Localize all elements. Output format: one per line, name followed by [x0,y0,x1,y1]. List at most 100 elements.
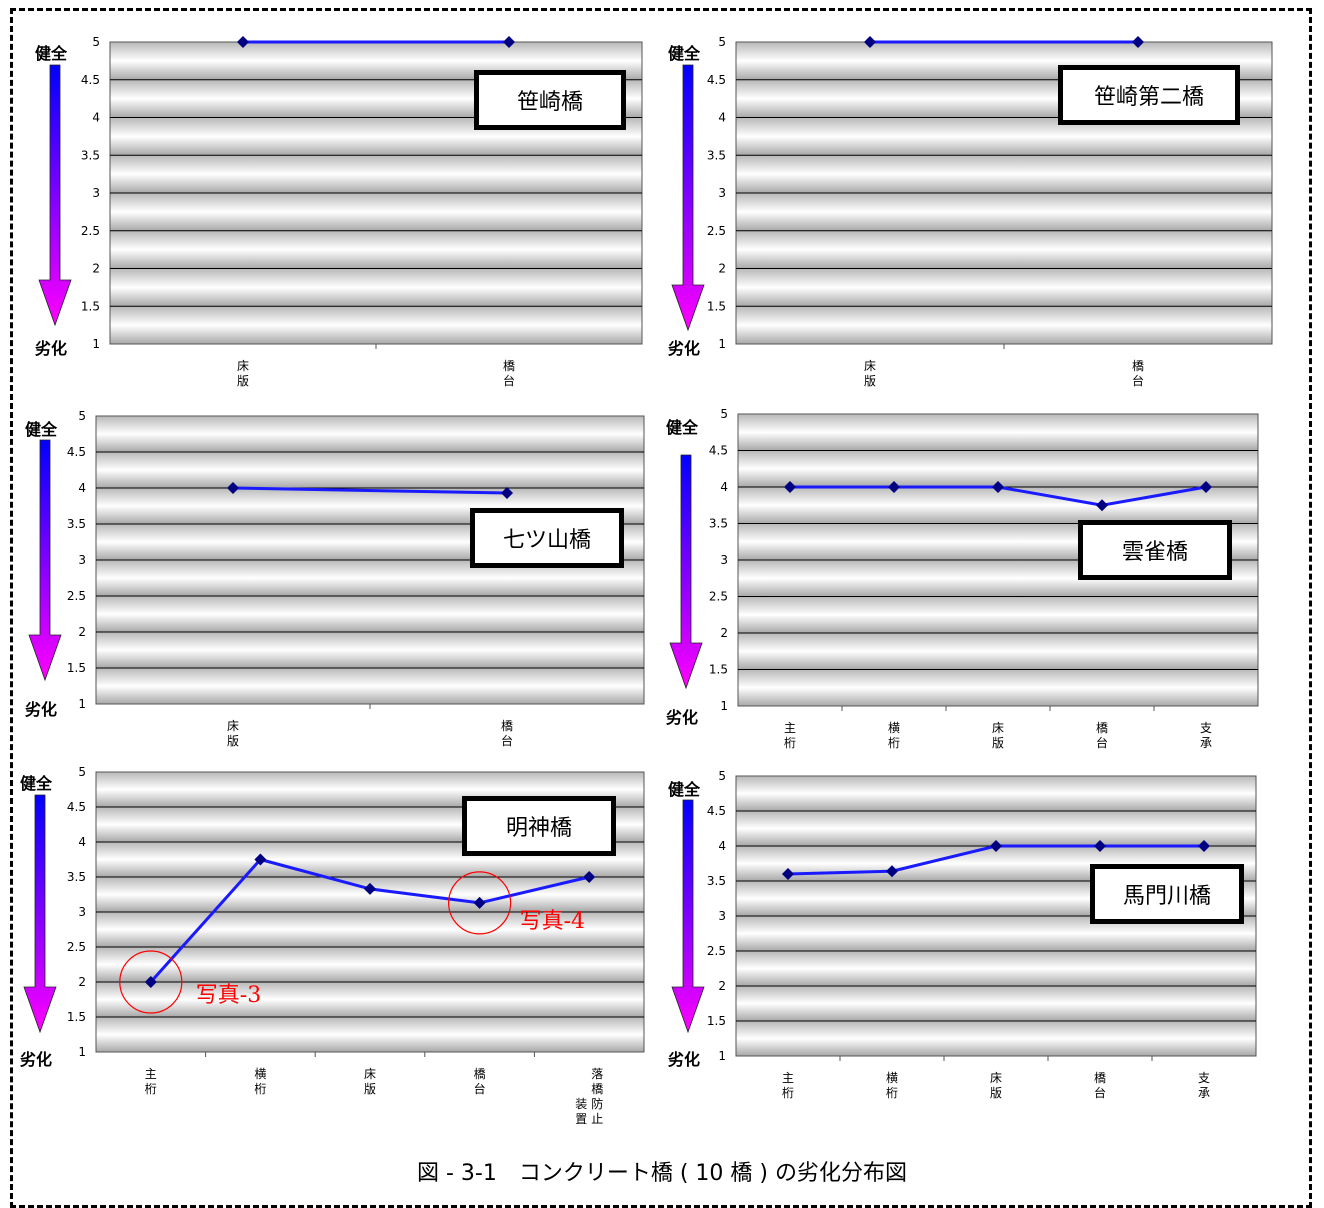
y-tick-label: 1.5 [707,1014,726,1028]
x-category-label: 橋 [1096,721,1108,735]
x-category-label: 支 [1198,1071,1210,1085]
y-tick-label: 5 [92,35,100,49]
x-category-label: 床 [864,359,876,373]
healthy-label: 健全 [20,774,53,793]
photo-annotation: 写真-3 [196,983,261,1008]
x-category-label: 桁 [254,1082,266,1096]
plot-band [738,669,1258,706]
plot-band [736,155,1272,193]
degradation-arrow-icon [28,439,62,682]
x-category-label: 橋 [591,1082,603,1096]
plot-band [96,416,644,452]
x-category-label: 版 [364,1082,376,1096]
y-tick-label: 2.5 [81,224,100,238]
data-point-marker [503,36,515,48]
plot-band [96,982,644,1017]
x-category-label: 横 [254,1067,266,1081]
photo-annotation: 写真-4 [520,909,585,934]
y-tick-label: 1 [78,697,86,711]
x-category-label: 橋 [501,719,513,733]
x-category-label: 止 [591,1112,603,1126]
plot-band [110,230,642,269]
x-category-label: 橋 [1094,1071,1106,1085]
degradation-arrow-icon [671,64,705,332]
y-tick-label: 2.5 [67,589,86,603]
plot-band [736,306,1272,344]
y-tick-label: 2 [78,975,86,989]
y-tick-label: 5 [78,409,86,423]
x-category-label: 承 [1200,736,1212,750]
x-category-label: 主 [784,721,796,735]
x-category-label: 台 [1096,735,1108,750]
data-point-marker [473,896,486,909]
y-tick-label: 3.5 [707,874,726,888]
y-tick-label: 1.5 [81,299,100,313]
plot-band [110,268,642,307]
x-category-label: 床 [237,359,249,373]
healthy-label: 健全 [25,420,58,439]
y-tick-label: 1 [78,1045,86,1059]
plot-band [96,452,644,488]
data-point-marker [1094,840,1106,852]
bridge-name-box: 明神橋 [462,796,616,856]
y-tick-label: 4 [718,839,726,853]
x-category-label: 桁 [888,736,900,750]
x-category-label: 版 [990,1086,1002,1100]
y-tick-label: 3.5 [707,148,726,162]
x-category-label: 橋 [1132,359,1144,373]
y-tick-label: 4.5 [81,73,100,87]
degradation-arrow-icon [669,454,703,690]
plot-band [96,1017,644,1052]
y-tick-label: 3.5 [67,870,86,884]
x-category-label: 床 [992,721,1004,735]
x-category-label: 橋 [503,359,515,373]
figure-caption: 図 - 3-1 コンクリート橋 ( 10 橋 ) の劣化分布図 [417,1161,907,1186]
degradation-arrow-icon [23,794,57,1034]
plot-band [96,632,644,668]
data-point-marker [254,853,267,866]
y-tick-label: 2 [718,979,726,993]
y-tick-label: 2.5 [709,590,728,604]
data-point-marker [990,840,1002,852]
y-tick-label: 4.5 [709,444,728,458]
x-category-label: 装 [575,1097,587,1111]
y-tick-label: 5 [718,35,726,49]
degradation-arrow-icon [671,799,705,1034]
data-point-marker [583,871,596,883]
y-tick-label: 3 [92,186,100,200]
data-point-marker [237,36,249,48]
y-tick-label: 1.5 [67,661,86,675]
y-tick-label: 4 [92,111,100,125]
data-point-marker [501,487,513,500]
x-category-label: 版 [992,736,1004,750]
healthy-label: 健全 [668,44,701,63]
degraded-label: 劣化 [668,1050,701,1069]
x-category-label: 桁 [784,736,796,750]
data-point-marker [1200,481,1212,493]
y-tick-label: 1 [92,337,100,351]
y-tick-label: 3 [718,909,726,923]
degraded-label: 劣化 [666,708,699,727]
y-tick-label: 3.5 [67,517,86,531]
data-point-marker [1096,499,1108,512]
plot-band [738,414,1258,451]
y-tick-label: 4.5 [707,73,726,87]
bridge-name-box: 笹崎第二橋 [1058,65,1240,125]
y-tick-label: 5 [78,765,86,779]
plot-band [738,633,1258,670]
plot-band [736,776,1256,811]
y-tick-label: 4.5 [707,804,726,818]
x-category-label: 桁 [145,1082,157,1096]
y-tick-label: 1 [720,699,728,713]
x-category-label: 床 [990,1071,1002,1085]
y-tick-label: 2 [718,262,726,276]
bridge-name-box: 雲雀橋 [1078,520,1232,580]
x-category-label: 落 [591,1067,603,1081]
x-category-label: 防 [591,1096,603,1111]
highlight-circle [448,871,512,935]
y-tick-label: 5 [718,769,726,783]
y-tick-label: 3.5 [81,148,100,162]
x-category-label: 支 [1200,721,1212,735]
data-point-marker [992,481,1004,493]
